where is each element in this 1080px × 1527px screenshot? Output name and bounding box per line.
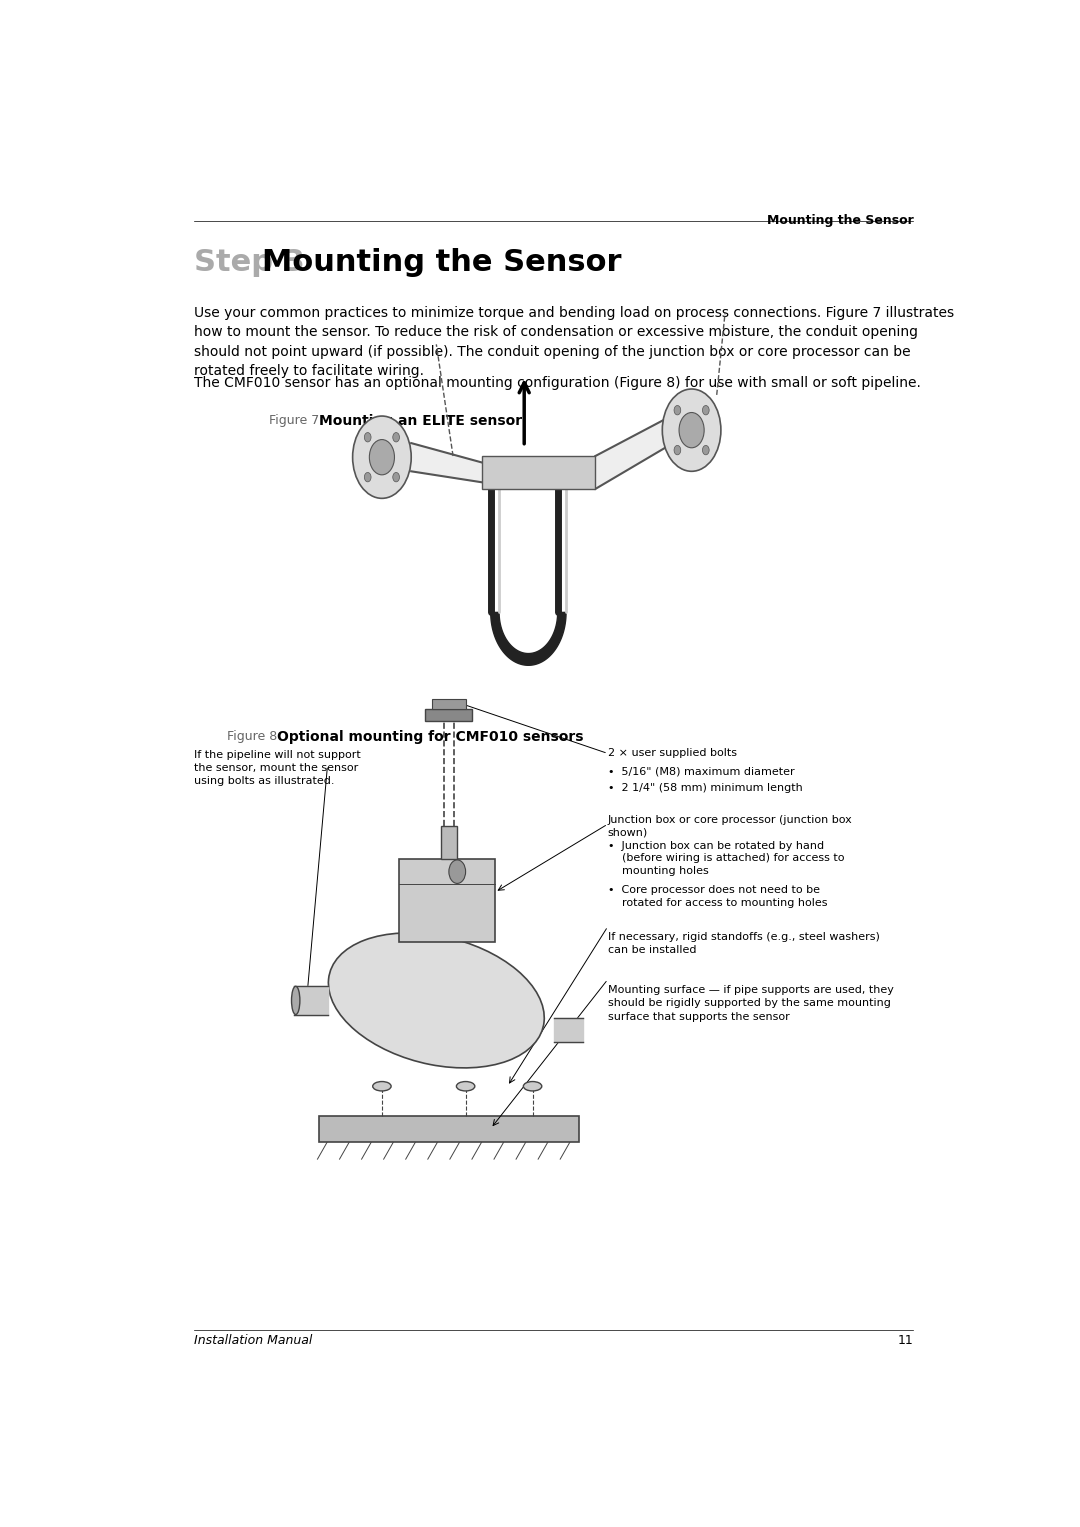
Text: •  Core processor does not need to be
    rotated for access to mounting holes: • Core processor does not need to be rot…: [608, 886, 827, 909]
Circle shape: [674, 406, 680, 415]
Text: 2 × user supplied bolts: 2 × user supplied bolts: [608, 748, 737, 757]
Text: Step 3: Step 3: [193, 247, 305, 276]
Circle shape: [393, 432, 400, 441]
Text: Optional mounting for CMF010 sensors: Optional mounting for CMF010 sensors: [278, 730, 584, 744]
Circle shape: [702, 446, 710, 455]
Circle shape: [364, 432, 372, 441]
Text: 11: 11: [897, 1335, 914, 1347]
Text: Use your common practices to minimize torque and bending load on process connect: Use your common practices to minimize to…: [193, 305, 954, 379]
Text: •  Junction box can be rotated by hand
    (before wiring is attached) for acces: • Junction box can be rotated by hand (b…: [608, 840, 845, 876]
Ellipse shape: [328, 933, 544, 1067]
Ellipse shape: [292, 986, 300, 1014]
Circle shape: [393, 472, 400, 483]
Text: •  2 1/4" (58 mm) minimum length: • 2 1/4" (58 mm) minimum length: [608, 783, 802, 793]
Ellipse shape: [524, 1081, 542, 1090]
Bar: [483, 457, 595, 489]
Text: The CMF010 sensor has an optional mounting configuration (Figure 8) for use with: The CMF010 sensor has an optional mounti…: [193, 376, 920, 389]
Circle shape: [702, 406, 710, 415]
Text: Mounting an ELITE sensor: Mounting an ELITE sensor: [320, 414, 523, 428]
Ellipse shape: [457, 1081, 475, 1090]
Bar: [320, 1116, 579, 1142]
Text: Mounting the Sensor: Mounting the Sensor: [767, 214, 914, 228]
Bar: [399, 860, 495, 942]
Bar: [432, 699, 465, 709]
Polygon shape: [490, 612, 566, 666]
Circle shape: [449, 860, 465, 884]
Text: Mounting the Sensor: Mounting the Sensor: [262, 247, 622, 276]
Text: Installation Manual: Installation Manual: [193, 1335, 312, 1347]
Polygon shape: [411, 443, 483, 483]
Text: Junction box or core processor (junction box
shown): Junction box or core processor (junction…: [608, 814, 852, 838]
Circle shape: [662, 389, 721, 472]
Polygon shape: [595, 415, 671, 489]
Text: Figure 7: Figure 7: [269, 414, 320, 426]
Bar: [426, 709, 472, 721]
Bar: [441, 826, 457, 860]
Text: Mounting surface — if pipe supports are used, they
should be rigidly supported b: Mounting surface — if pipe supports are …: [608, 985, 894, 1022]
Circle shape: [352, 415, 411, 498]
Text: If necessary, rigid standoffs (e.g., steel washers)
can be installed: If necessary, rigid standoffs (e.g., ste…: [608, 931, 880, 956]
Text: Figure 8: Figure 8: [227, 730, 278, 744]
Circle shape: [674, 446, 680, 455]
Circle shape: [679, 412, 704, 447]
Circle shape: [364, 472, 372, 483]
Circle shape: [369, 440, 394, 475]
Text: If the pipeline will not support
the sensor, mount the sensor
using bolts as ill: If the pipeline will not support the sen…: [193, 750, 361, 786]
Ellipse shape: [373, 1081, 391, 1090]
Text: •  5/16" (M8) maximum diameter: • 5/16" (M8) maximum diameter: [608, 767, 795, 776]
